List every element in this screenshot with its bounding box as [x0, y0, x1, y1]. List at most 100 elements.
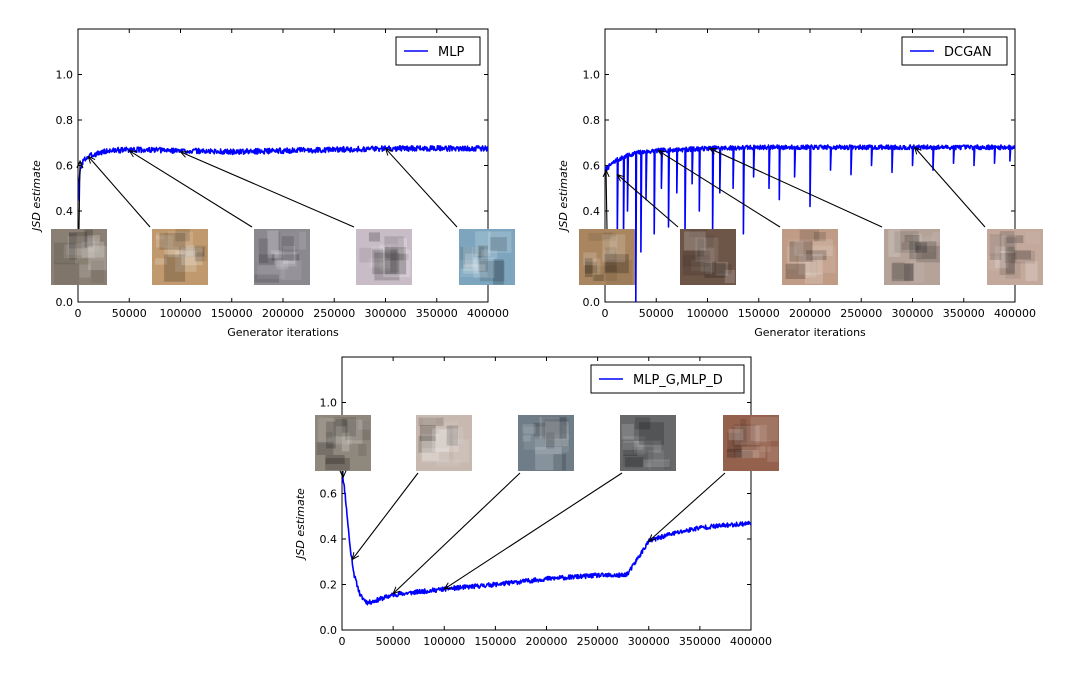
thumbnail-texture	[603, 249, 615, 260]
y-tick-label: 0.6	[320, 488, 338, 501]
thumbnail-texture	[704, 262, 726, 278]
thumbnail-base	[884, 229, 940, 285]
legend-label: MLP_G,MLP_D	[633, 373, 723, 388]
thumbnail-texture	[544, 421, 569, 446]
thumbnail-texture	[643, 459, 670, 468]
thumbnail-base	[356, 229, 412, 285]
sample-thumbnail-3	[518, 415, 574, 471]
thumbnail-texture	[488, 231, 512, 253]
thumbnail-texture	[906, 236, 935, 253]
thumbnail-texture	[384, 247, 407, 275]
annotation-arrow-4	[181, 152, 355, 228]
thumbnail-texture	[535, 446, 562, 470]
thumbnail-texture	[358, 420, 371, 430]
thumbnail-texture	[916, 245, 940, 263]
thumbnail-texture	[195, 252, 204, 262]
sample-thumbnail-3	[782, 229, 838, 285]
thumbnail-texture	[648, 450, 665, 470]
thumbnail-texture	[164, 246, 183, 258]
thumbnail-texture	[278, 231, 299, 251]
thumbnail-texture	[750, 416, 779, 441]
x-tick-label: 200000	[526, 635, 568, 648]
thumbnail-texture	[813, 232, 826, 242]
thumbnail-texture	[638, 422, 664, 445]
thumbnail-texture	[88, 245, 107, 271]
thumbnail-texture	[155, 232, 165, 240]
thumbnail-texture	[798, 254, 823, 275]
thumbnail-texture	[66, 243, 82, 256]
y-tick-label: 0.6	[583, 160, 601, 173]
thumbnail-texture	[522, 424, 536, 434]
thumbnail-texture	[159, 232, 186, 250]
thumbnail-texture	[754, 424, 767, 443]
thumbnail-texture	[1025, 231, 1041, 244]
thumbnail-texture	[909, 241, 937, 259]
thumbnail-texture	[588, 232, 616, 241]
thumbnail-texture	[67, 236, 95, 259]
thumbnail-texture	[592, 274, 604, 282]
thumbnail-texture	[481, 249, 498, 259]
thumbnail-texture	[904, 234, 920, 243]
thumbnail-texture	[316, 442, 334, 455]
thumbnail-texture	[1014, 250, 1031, 260]
legend-label: DCGAN	[944, 45, 992, 60]
annotation-arrow-3	[393, 472, 521, 594]
thumbnail-texture	[87, 238, 100, 253]
thumbnail-texture	[544, 419, 570, 446]
thumbnail-texture	[609, 236, 618, 254]
thumbnail-base	[782, 229, 838, 285]
thumbnail-texture	[594, 265, 618, 281]
x-tick-label: 200000	[789, 307, 831, 320]
thumbnail-texture	[622, 440, 644, 450]
sample-thumbnail-4	[356, 229, 412, 285]
thumbnail-texture	[645, 441, 654, 464]
thumbnail-texture	[989, 234, 1002, 260]
thumbnail-texture	[446, 425, 459, 446]
annotation-arrow-5	[649, 472, 726, 541]
thumbnail-texture	[522, 435, 531, 442]
thumbnail-texture	[69, 232, 88, 249]
thumbnail-texture	[695, 237, 719, 262]
thumbnail-texture	[479, 261, 505, 282]
series-line-mlp	[78, 145, 488, 202]
thumbnail-texture	[465, 253, 478, 268]
series-group	[342, 471, 751, 606]
thumbnail-texture	[325, 458, 350, 471]
x-tick-label: 300000	[365, 307, 407, 320]
annotation-arrow-2	[88, 156, 151, 228]
thumbnail-texture	[325, 455, 345, 465]
y-axis-label: JSD estimate	[30, 160, 43, 233]
sample-thumbnail-2	[152, 229, 208, 285]
thumbnail-texture	[804, 272, 823, 284]
annotation-arrow-5	[915, 147, 986, 228]
thumbnail-texture	[728, 429, 744, 441]
y-tick-label: 0.2	[320, 579, 338, 592]
thumbnail-texture	[1011, 250, 1035, 264]
x-tick-label: 50000	[639, 307, 674, 320]
thumbnail-base	[152, 229, 208, 285]
x-tick-label: 100000	[423, 635, 465, 648]
thumbnail-texture	[87, 235, 100, 243]
thumbnail-texture	[691, 259, 710, 271]
thumbnail-texture	[541, 416, 567, 439]
thumbnail-texture	[276, 259, 289, 270]
x-tick-label: 150000	[738, 307, 780, 320]
x-tick-label: 350000	[679, 635, 721, 648]
thumbnail-texture	[716, 261, 729, 276]
thumbnail-texture	[633, 440, 662, 453]
thumbnail-texture	[383, 249, 411, 278]
thumbnail-texture	[418, 417, 444, 426]
thumbnail-texture	[1005, 246, 1015, 274]
annotation-arrow-3	[658, 151, 781, 228]
thumbnail-texture	[1005, 262, 1021, 279]
thumbnail-texture	[904, 264, 914, 281]
thumbnail-texture	[932, 232, 940, 242]
sample-thumbnail-1	[51, 229, 107, 285]
x-tick-label: 0	[339, 635, 346, 648]
thumbnail-texture	[326, 421, 336, 449]
x-tick-label: 400000	[994, 307, 1036, 320]
thumbnail-texture	[63, 244, 76, 259]
thumbnail-texture	[275, 252, 297, 267]
thumbnail-texture	[475, 231, 491, 257]
thumbnail-texture	[684, 231, 706, 251]
